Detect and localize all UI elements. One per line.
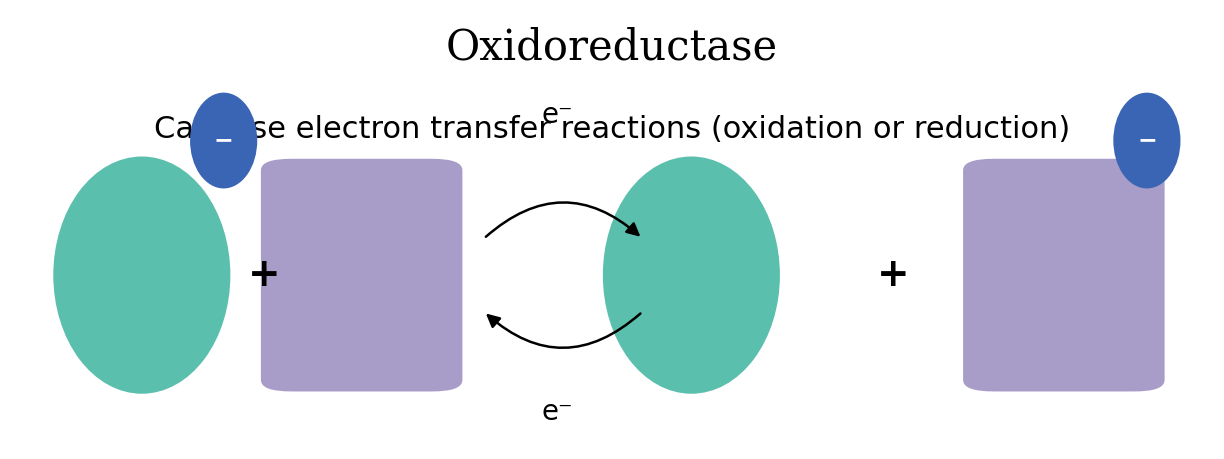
Text: +: +	[876, 256, 909, 294]
Text: −: −	[214, 129, 234, 152]
Ellipse shape	[190, 93, 257, 189]
Ellipse shape	[54, 157, 230, 394]
Text: Oxidoreductase: Oxidoreductase	[446, 26, 778, 68]
Ellipse shape	[1114, 93, 1180, 189]
Text: −: −	[1137, 129, 1157, 152]
Text: e⁻: e⁻	[541, 101, 573, 129]
FancyBboxPatch shape	[963, 159, 1164, 392]
Text: e⁻: e⁻	[541, 398, 573, 426]
Text: Catalyse electron transfer reactions (oxidation or reduction): Catalyse electron transfer reactions (ox…	[154, 115, 1070, 144]
Text: +: +	[247, 256, 280, 294]
Ellipse shape	[603, 157, 780, 394]
FancyBboxPatch shape	[261, 159, 463, 392]
